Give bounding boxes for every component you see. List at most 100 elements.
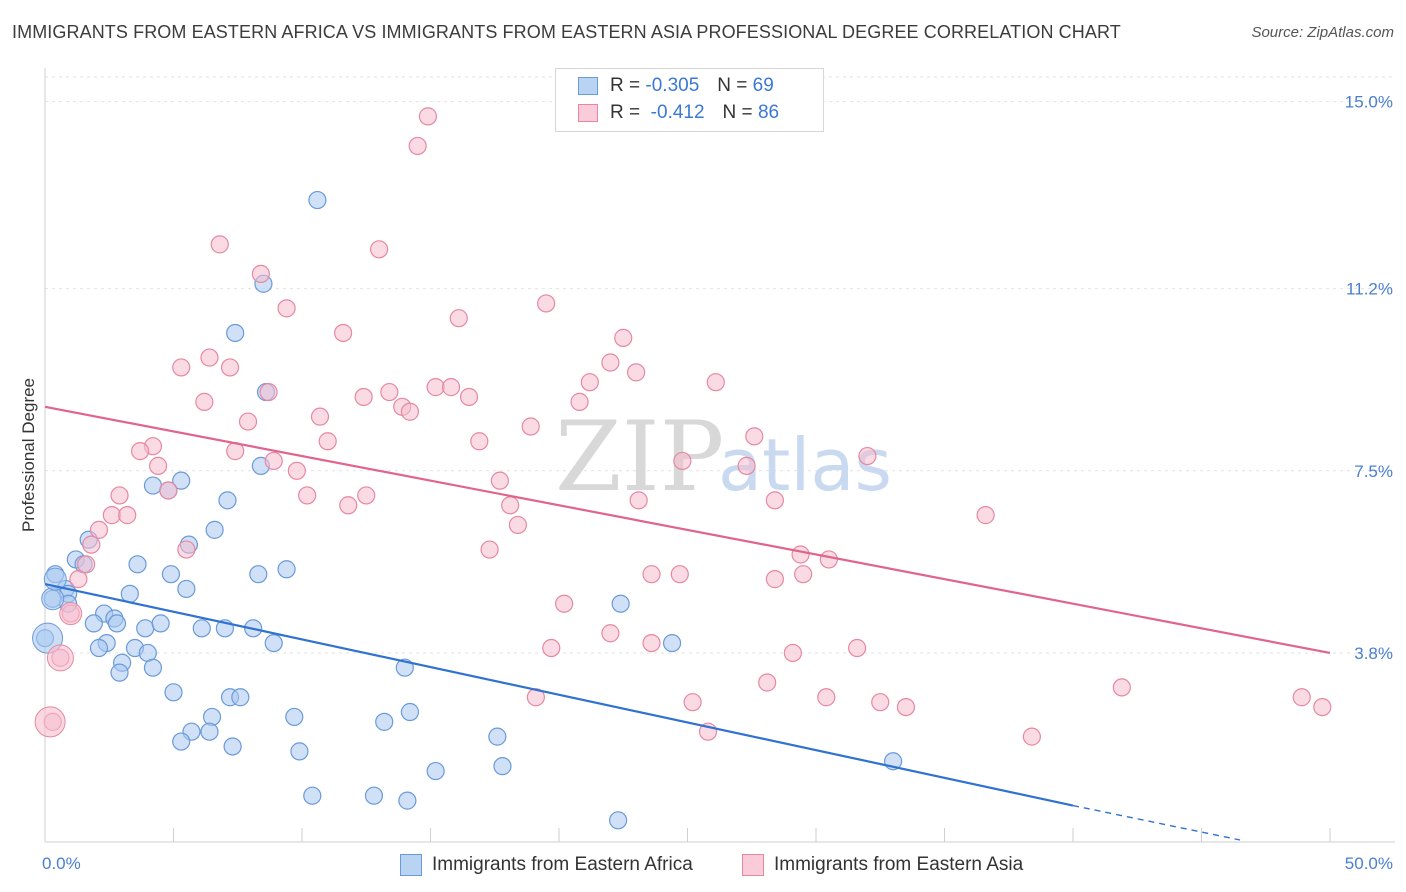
bottom-legend-swatch-pink: [742, 854, 764, 876]
data-point: [609, 811, 628, 830]
y-tick-label: 3.8%: [1354, 644, 1393, 663]
x-tick-min: 0.0%: [42, 854, 81, 873]
data-point: [151, 614, 170, 633]
data-point: [896, 697, 916, 717]
data-point: [339, 496, 358, 515]
data-point: [521, 417, 540, 436]
data-point: [128, 555, 147, 574]
data-point: [501, 496, 520, 515]
data-point: [287, 461, 306, 480]
data-point: [426, 378, 445, 397]
data-point: [791, 545, 810, 564]
data-point: [177, 540, 196, 559]
data-point: [89, 520, 109, 539]
data-point: [285, 707, 304, 727]
y-tick-labels: 3.8% 7.5% 11.2% 15.0%: [1345, 93, 1393, 663]
source-label: Source: ZipAtlas.com: [1251, 24, 1394, 41]
watermark: ZIP atlas: [555, 401, 892, 513]
data-point: [1022, 727, 1041, 746]
y-tick-label: 11.2%: [1346, 280, 1393, 299]
bottom-legend-asia: Immigrants from Eastern Asia: [742, 852, 1023, 878]
data-point: [290, 742, 309, 761]
data-point: [441, 378, 461, 397]
legend-r-label: R =: [610, 75, 641, 96]
trend-line-africa: [44, 582, 1074, 807]
data-point: [298, 486, 317, 505]
data-point: [765, 491, 784, 510]
data-point: [794, 565, 813, 584]
data-point: [673, 451, 692, 471]
data-point: [765, 570, 784, 589]
data-point: [264, 633, 283, 653]
data-point: [148, 456, 168, 475]
data-point: [172, 471, 191, 490]
data-point: [82, 535, 101, 554]
data-point: [84, 614, 103, 633]
data-point: [177, 579, 196, 599]
data-point: [143, 658, 163, 677]
legend-n-label: N =: [722, 102, 753, 123]
y-axis-label: Professional Degree: [19, 378, 38, 532]
data-point: [570, 392, 589, 411]
data-point: [202, 707, 222, 727]
data-point: [46, 644, 74, 672]
series-eastern-africa: [32, 190, 903, 830]
data-point: [192, 619, 211, 638]
data-point: [110, 663, 129, 682]
data-point: [683, 693, 702, 712]
data-point: [110, 486, 129, 505]
correlation-legend: R = -0.305 N = 69 R = -0.412 N = 86: [555, 68, 824, 132]
data-point: [601, 624, 620, 643]
chart-title: IMMIGRANTS FROM EASTERN AFRICA VS IMMIGR…: [12, 22, 1121, 42]
legend-row-africa: R = -0.305 N = 69: [578, 74, 774, 98]
legend-swatch-pink: [578, 104, 598, 122]
legend-n-value: 86: [757, 102, 780, 123]
data-point: [480, 540, 499, 559]
bottom-legend-swatch-blue: [400, 854, 422, 876]
data-point: [310, 407, 330, 426]
data-point: [277, 299, 296, 318]
legend-r-value: -0.305: [645, 75, 700, 96]
data-point: [537, 294, 556, 313]
data-point: [611, 594, 630, 613]
data-point: [226, 323, 245, 343]
data-point: [400, 402, 420, 421]
data-point: [159, 481, 178, 500]
data-point: [249, 565, 268, 584]
legend-row-asia: R = -0.412 N = 86: [578, 101, 779, 125]
data-point: [354, 387, 373, 407]
data-point: [398, 791, 417, 810]
data-point: [626, 363, 646, 382]
legend-r-label: R =: [610, 102, 641, 123]
data-point: [426, 761, 445, 781]
data-point: [136, 619, 155, 638]
data-point: [976, 506, 995, 525]
data-point: [662, 633, 682, 653]
data-point: [200, 722, 219, 741]
data-point: [858, 446, 877, 466]
data-point: [408, 136, 427, 156]
data-point: [200, 348, 219, 367]
data-point: [69, 570, 88, 589]
data-point: [819, 550, 838, 569]
legend-n-value: 69: [752, 75, 774, 96]
legend-r-value: -0.412: [650, 102, 705, 123]
data-point: [205, 520, 224, 539]
data-point: [783, 643, 802, 663]
data-point: [334, 323, 353, 343]
data-point: [220, 358, 240, 377]
data-point: [172, 358, 191, 377]
y-tick-label: 15.0%: [1345, 93, 1393, 112]
data-point: [871, 693, 890, 712]
data-point: [1313, 697, 1332, 717]
data-point: [380, 382, 399, 402]
data-point: [745, 427, 764, 446]
data-point: [223, 737, 242, 756]
bottom-legend-label: Immigrants from Eastern Asia: [774, 854, 1024, 875]
data-point: [670, 565, 689, 584]
data-point: [118, 506, 137, 525]
data-point: [231, 688, 250, 707]
data-point: [1112, 678, 1131, 697]
data-point: [629, 491, 648, 510]
